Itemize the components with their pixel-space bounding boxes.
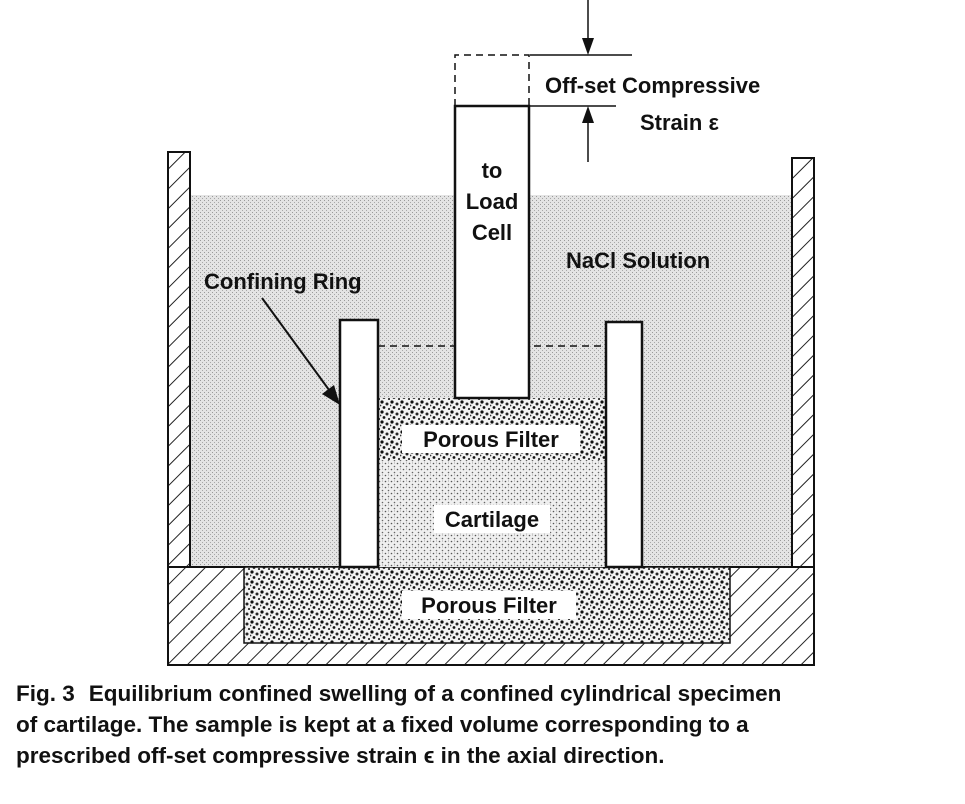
strain-arrow-up-icon	[582, 106, 594, 123]
caption-line-1: Fig. 3 Equilibrium confined swelling of a…	[16, 678, 956, 709]
load-cell-label-line-3: Cell	[472, 220, 512, 245]
figure-number: Fig. 3	[16, 681, 75, 706]
container-left-wall	[167, 151, 191, 568]
bottom-porous-filter-label: Porous Filter	[421, 593, 557, 618]
offset-strain-label-line-2: Strain ε	[640, 110, 719, 135]
figure-caption: Fig. 3 Equilibrium confined swelling of a…	[16, 678, 956, 771]
load-cell-label-line-1: to	[482, 158, 503, 183]
confining-ring-pointer-icon	[322, 385, 340, 405]
offset-strain-label-line-1: Off-set Compressive	[545, 73, 760, 98]
confining-ring-left	[338, 318, 380, 569]
load-cell-label-line-2: Load	[466, 189, 519, 214]
confining-ring-pointer-line	[261, 297, 333, 395]
caption-line-3: prescribed off-set compressive strain ϵ …	[16, 743, 665, 768]
cartilage-label-bg	[434, 505, 550, 533]
container-right-wall	[791, 157, 815, 568]
bottom-filter-label-bg	[402, 591, 576, 619]
piston-offset-dashed-outline	[454, 54, 530, 106]
caption-text-1: Equilibrium confined swelling of a confi…	[88, 681, 782, 706]
top-filter-label-bg	[402, 425, 580, 453]
load-cell-piston	[453, 104, 531, 400]
cartilage-label: Cartilage	[445, 507, 539, 532]
confining-ring-right	[604, 320, 644, 569]
top-porous-filter-label: Porous Filter	[423, 427, 559, 452]
nacl-solution-label: NaCl Solution	[566, 248, 710, 273]
caption-line-2: of cartilage. The sample is kept at a fi…	[16, 712, 749, 737]
confined-swelling-diagram: to Load Cell Off-set Compressive Strain …	[167, 0, 815, 666]
confining-ring-label: Confining Ring	[204, 269, 362, 294]
strain-arrow-down-icon	[582, 38, 594, 55]
